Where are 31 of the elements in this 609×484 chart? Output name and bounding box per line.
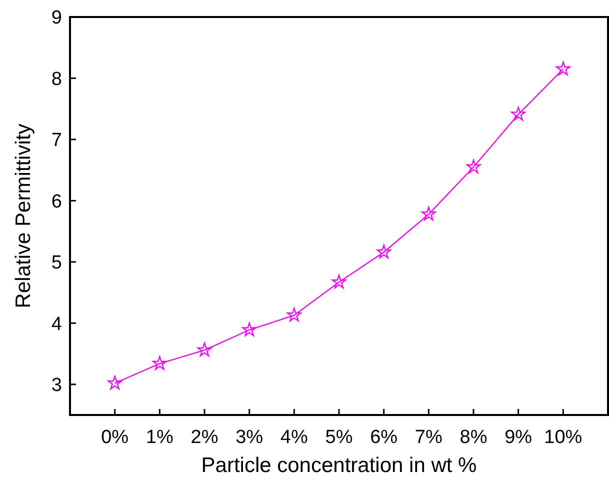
point bbox=[511, 106, 526, 121]
x-tick-label: 3% bbox=[236, 427, 264, 448]
y-tick-label: 8 bbox=[51, 68, 62, 90]
x-axis-title: Particle concentration in wt % bbox=[201, 454, 477, 477]
x-tick-label: 8% bbox=[460, 427, 488, 448]
y-axis-title: Relative Permittivity bbox=[12, 123, 35, 308]
y-tick-label: 6 bbox=[51, 191, 62, 212]
x-tick-label: 6% bbox=[370, 427, 398, 448]
point bbox=[286, 308, 302, 322]
point bbox=[466, 159, 481, 174]
point bbox=[332, 274, 346, 288]
x-tick-label: 0% bbox=[101, 427, 129, 448]
x-tick-label: 5% bbox=[325, 427, 353, 448]
point bbox=[376, 244, 392, 258]
point bbox=[152, 356, 167, 370]
point bbox=[556, 61, 570, 76]
x-tick-label: 1% bbox=[146, 427, 174, 448]
y-tick-label: 9 bbox=[51, 8, 62, 29]
y-tick-label: 7 bbox=[51, 130, 62, 152]
x-tick-label: 9% bbox=[504, 427, 532, 448]
point bbox=[197, 342, 212, 356]
point bbox=[421, 206, 436, 220]
point bbox=[108, 376, 122, 390]
y-tick-label: 5 bbox=[51, 252, 62, 274]
x-tick-label: 2% bbox=[190, 427, 218, 448]
y-tick-label: 4 bbox=[51, 314, 62, 335]
x-tick-label: 4% bbox=[280, 427, 308, 448]
x-tick-label: 10% bbox=[544, 427, 582, 448]
x-tick-label: 7% bbox=[414, 427, 442, 448]
y-tick-label: 3 bbox=[51, 375, 62, 396]
point bbox=[242, 322, 257, 336]
